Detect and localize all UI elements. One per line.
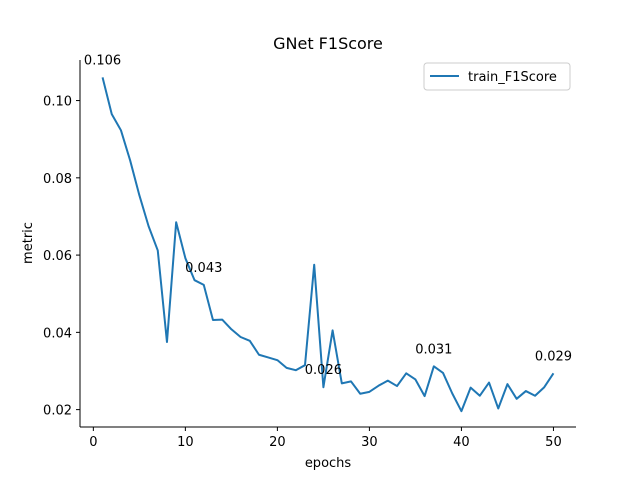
y-tick-label: 0.02 [43, 404, 72, 419]
data-annotation: 0.043 [185, 261, 222, 276]
data-annotation: 0.029 [535, 349, 572, 364]
data-annotation: 0.026 [305, 363, 342, 378]
x-tick-label: 20 [269, 435, 286, 450]
x-axis-label: epochs [305, 456, 352, 471]
x-ticks: 0 10 20 30 40 50 [89, 427, 562, 450]
x-tick-label: 50 [545, 435, 562, 450]
y-axis-label: metric [21, 222, 36, 264]
chart-title: GNet F1Score [273, 34, 383, 53]
y-ticks: 0.02 0.04 0.06 0.08 0.10 [43, 95, 80, 419]
x-tick-label: 10 [177, 435, 194, 450]
y-tick-label: 0.08 [43, 172, 72, 187]
y-tick-label: 0.04 [43, 326, 72, 341]
y-tick-label: 0.10 [43, 95, 72, 110]
series-line-train-f1score [101, 77, 555, 413]
legend-label-train-f1score: train_F1Score [468, 70, 557, 85]
x-tick-label: 30 [361, 435, 378, 450]
plot-area [101, 77, 555, 413]
y-tick-label: 0.06 [43, 249, 72, 264]
annotations: 0.106 0.043 0.026 0.031 0.029 [84, 53, 572, 378]
x-tick-label: 40 [453, 435, 470, 450]
legend: train_F1Score [423, 62, 571, 91]
legend-box [423, 62, 571, 91]
x-tick-label: 0 [89, 435, 97, 450]
data-annotation: 0.031 [415, 342, 452, 357]
data-annotation: 0.106 [84, 53, 121, 68]
